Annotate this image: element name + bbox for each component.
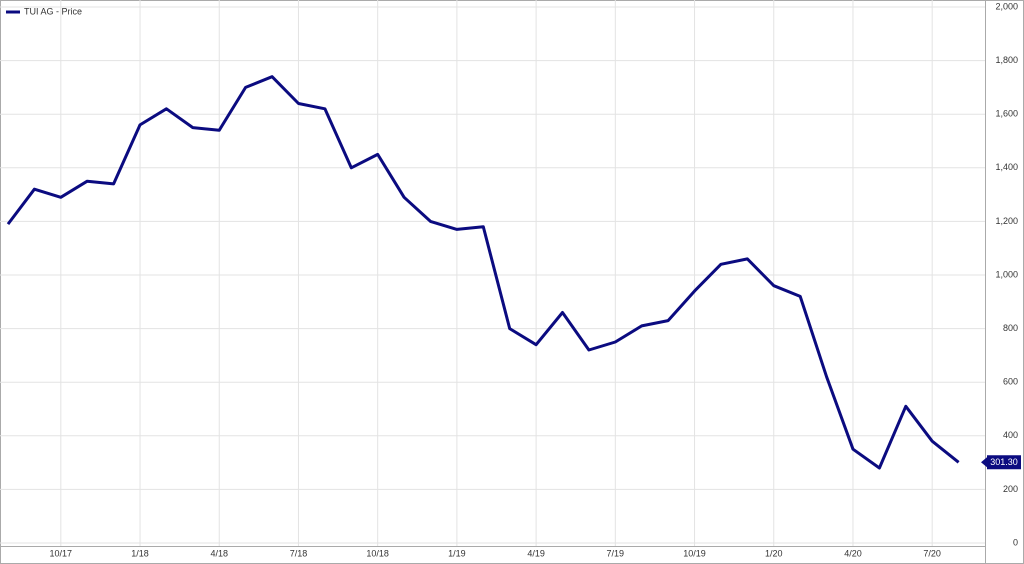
last-value-box bbox=[987, 455, 1021, 470]
y-tick-label: 1,200 bbox=[995, 216, 1018, 226]
x-tick-label: 10/19 bbox=[683, 548, 706, 558]
price-line bbox=[6, 75, 960, 470]
x-tick-label: 7/18 bbox=[290, 548, 308, 558]
x-tick-label: 7/20 bbox=[923, 548, 941, 558]
y-tick-label: 1,000 bbox=[995, 269, 1018, 279]
x-tick-label: 10/17 bbox=[50, 548, 73, 558]
x-tick-label: 1/19 bbox=[448, 548, 466, 558]
x-tick-label: 10/18 bbox=[366, 548, 389, 558]
legend-label: TUI AG - Price bbox=[24, 6, 82, 16]
y-tick-label: 1,800 bbox=[995, 55, 1018, 65]
last-value-pointer bbox=[981, 457, 987, 468]
x-tick-label: 1/18 bbox=[131, 548, 149, 558]
y-tick-label: 2,000 bbox=[995, 1, 1018, 11]
last-value-label: 301.30 bbox=[990, 457, 1018, 467]
y-tick-label: 1,600 bbox=[995, 109, 1018, 119]
x-tick-label: 4/20 bbox=[844, 548, 862, 558]
x-tick-label: 1/20 bbox=[765, 548, 783, 558]
x-tick-label: 4/19 bbox=[527, 548, 545, 558]
y-tick-label: 200 bbox=[1003, 484, 1018, 494]
y-tick-label: 1,400 bbox=[995, 162, 1018, 172]
y-tick-label: 600 bbox=[1003, 377, 1018, 387]
y-tick-label: 0 bbox=[1013, 537, 1018, 547]
grid bbox=[0, 0, 985, 546]
x-tick-label: 4/18 bbox=[210, 548, 228, 558]
y-tick-label: 400 bbox=[1003, 430, 1018, 440]
x-tick-label: 7/19 bbox=[607, 548, 625, 558]
y-tick-label: 800 bbox=[1003, 323, 1018, 333]
